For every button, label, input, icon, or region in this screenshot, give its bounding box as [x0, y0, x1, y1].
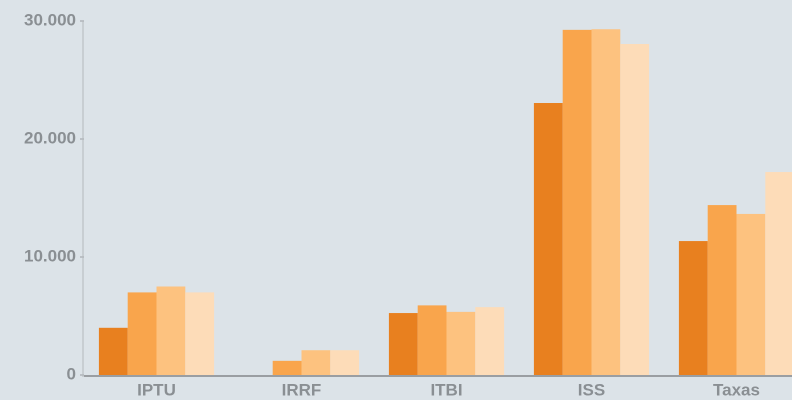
bar [533, 103, 563, 375]
x-tick-label: IPTU [137, 380, 176, 399]
bar [707, 205, 737, 375]
y-tick-label: 30.000 [24, 10, 76, 29]
bar [620, 44, 650, 375]
bar [272, 360, 302, 375]
x-tick-label: ITBI [430, 380, 462, 399]
y-tick-label: 20.000 [24, 128, 76, 147]
x-tick-label: Taxas [713, 380, 760, 399]
bar [765, 172, 792, 375]
bar [98, 327, 128, 375]
bar [562, 29, 592, 375]
x-tick-label: IRRF [282, 380, 322, 399]
bar [678, 241, 708, 375]
bar [185, 292, 215, 375]
y-tick-label: 10.000 [24, 246, 76, 265]
bar [475, 307, 505, 375]
bar [301, 350, 331, 375]
bar [156, 286, 186, 375]
bar [388, 313, 418, 375]
bar [127, 292, 157, 375]
bar [591, 29, 621, 375]
bar [736, 213, 766, 375]
bar [446, 311, 476, 375]
bar [417, 305, 447, 375]
x-tick-label: ISS [578, 380, 605, 399]
bar [330, 350, 360, 375]
y-tick-label: 0 [67, 364, 76, 383]
